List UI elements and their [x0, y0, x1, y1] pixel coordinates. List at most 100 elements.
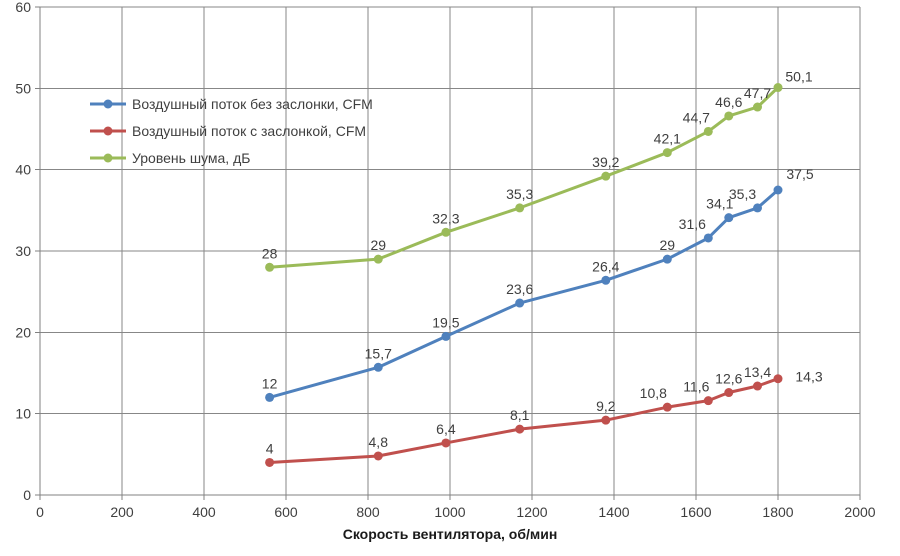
data-point-label: 47,7 [744, 85, 771, 101]
data-point-marker [441, 227, 451, 237]
legend-item-airflow-damper: Воздушный поток с заслонкой, CFM [89, 117, 373, 144]
data-point-marker [703, 396, 713, 406]
data-point-label: 8,1 [510, 407, 530, 423]
data-point-label: 34,1 [706, 196, 733, 212]
legend-item-airflow-open: Воздушный поток без заслонки, CFM [89, 90, 373, 117]
data-point-label: 4,8 [369, 434, 389, 450]
data-point-label: 23,6 [506, 281, 533, 297]
data-point-label: 29 [370, 237, 386, 253]
data-point-label: 4 [266, 440, 274, 456]
data-point-marker [753, 102, 762, 112]
legend-label: Воздушный поток с заслонкой, CFM [132, 122, 367, 139]
data-point-label: 46,6 [715, 94, 742, 110]
data-point-marker [515, 203, 525, 213]
chart-legend: Воздушный поток без заслонки, CFM Воздуш… [89, 90, 373, 171]
data-point-label: 35,3 [506, 186, 533, 202]
data-point-marker [601, 171, 611, 181]
data-point-marker [773, 83, 783, 93]
x-tick-label: 800 [356, 504, 380, 520]
data-point-marker [662, 254, 672, 264]
data-point-marker [441, 331, 451, 341]
data-point-label: 15,7 [365, 345, 392, 361]
data-point-label: 9,2 [596, 398, 616, 414]
data-point-marker [703, 233, 713, 243]
data-point-marker [373, 254, 383, 264]
x-tick-label: 1400 [598, 504, 629, 520]
data-point-label: 35,3 [729, 186, 756, 202]
data-point-marker [265, 392, 275, 402]
data-point-label: 28 [262, 245, 278, 261]
data-point-label: 37,5 [786, 166, 813, 182]
data-point-label: 31,6 [679, 216, 706, 232]
axes [35, 6, 861, 500]
data-point-marker [662, 148, 672, 158]
data-point-label: 50,1 [785, 69, 812, 85]
y-tick-label: 20 [15, 324, 31, 340]
data-point-label: 44,7 [683, 109, 710, 125]
data-point-marker [515, 298, 525, 308]
series-line [268, 188, 780, 399]
y-tick-label: 60 [15, 0, 31, 15]
data-point-marker [753, 203, 762, 213]
data-point-label: 42,1 [654, 131, 681, 147]
gridlines [40, 6, 861, 495]
x-tick-label: 2000 [844, 504, 875, 520]
data-point-label: 29 [660, 237, 676, 253]
y-tick-label: 0 [23, 487, 31, 503]
x-axis-title: Скорость вентилятора, об/мин [342, 526, 558, 542]
x-tick-label: 400 [192, 504, 216, 520]
data-point-marker [373, 362, 383, 372]
data-point-marker [724, 111, 734, 121]
data-point-label: 12 [262, 375, 278, 391]
data-point-marker [773, 185, 783, 195]
data-point-marker [601, 415, 611, 425]
data-point-marker [753, 381, 762, 391]
data-point-marker [601, 275, 611, 285]
tick-labels: 0 200 400 600 800 1000 1200 1400 1600 1800 2000 0 10… [15, 0, 875, 520]
data-point-label: 12,6 [715, 371, 742, 387]
data-point-marker [265, 457, 275, 467]
series-1-labels: 4 4,8 6,4 8,1 9,2 10,8 11,6 12,6 13,4 14,3 [266, 364, 823, 456]
series-line [268, 377, 780, 464]
data-point-label: 6,4 [436, 421, 456, 437]
y-tick-label: 10 [15, 406, 31, 422]
data-point-marker [724, 213, 734, 223]
data-point-label: 10,8 [640, 385, 667, 401]
y-tick-label: 30 [15, 243, 31, 259]
data-point-marker [441, 438, 451, 448]
data-point-label: 11,6 [683, 379, 709, 395]
x-tick-label: 1000 [434, 504, 465, 520]
x-tick-label: 1800 [762, 504, 793, 520]
data-point-marker [662, 402, 672, 412]
data-point-marker [724, 388, 734, 398]
x-tick-label: 200 [110, 504, 134, 520]
data-point-label: 32,3 [432, 210, 459, 226]
data-point-label: 13,4 [744, 364, 771, 380]
data-point-label: 19,5 [432, 314, 459, 330]
x-tick-label: 1600 [680, 504, 711, 520]
data-point-marker [373, 451, 383, 461]
data-point-label: 26,4 [592, 258, 619, 274]
x-tick-label: 1200 [516, 504, 547, 520]
data-point-marker [265, 262, 275, 272]
y-tick-label: 40 [15, 162, 31, 178]
series-2-labels: 28 29 32,3 35,3 39,2 42,144,7 46,647,7 50,1 [262, 69, 813, 262]
legend-swatch-line-marker-icon [90, 99, 126, 108]
data-point-marker [703, 126, 713, 136]
series-0 [265, 185, 783, 402]
data-point-label: 14,3 [795, 369, 822, 385]
data-point-marker [515, 424, 525, 434]
legend-swatch-line-marker-icon [90, 126, 126, 135]
legend-label: Воздушный поток без заслонки, CFM [132, 95, 373, 112]
y-tick-label: 50 [15, 80, 31, 96]
series-2 [265, 83, 783, 272]
data-point-label: 39,2 [592, 154, 619, 170]
x-tick-label: 0 [36, 504, 44, 520]
legend-swatch-line-marker-icon [90, 153, 126, 162]
legend-label: Уровень шума, дБ [132, 149, 251, 166]
legend-item-noise-level: Уровень шума, дБ [89, 144, 373, 171]
series-1 [265, 374, 783, 467]
